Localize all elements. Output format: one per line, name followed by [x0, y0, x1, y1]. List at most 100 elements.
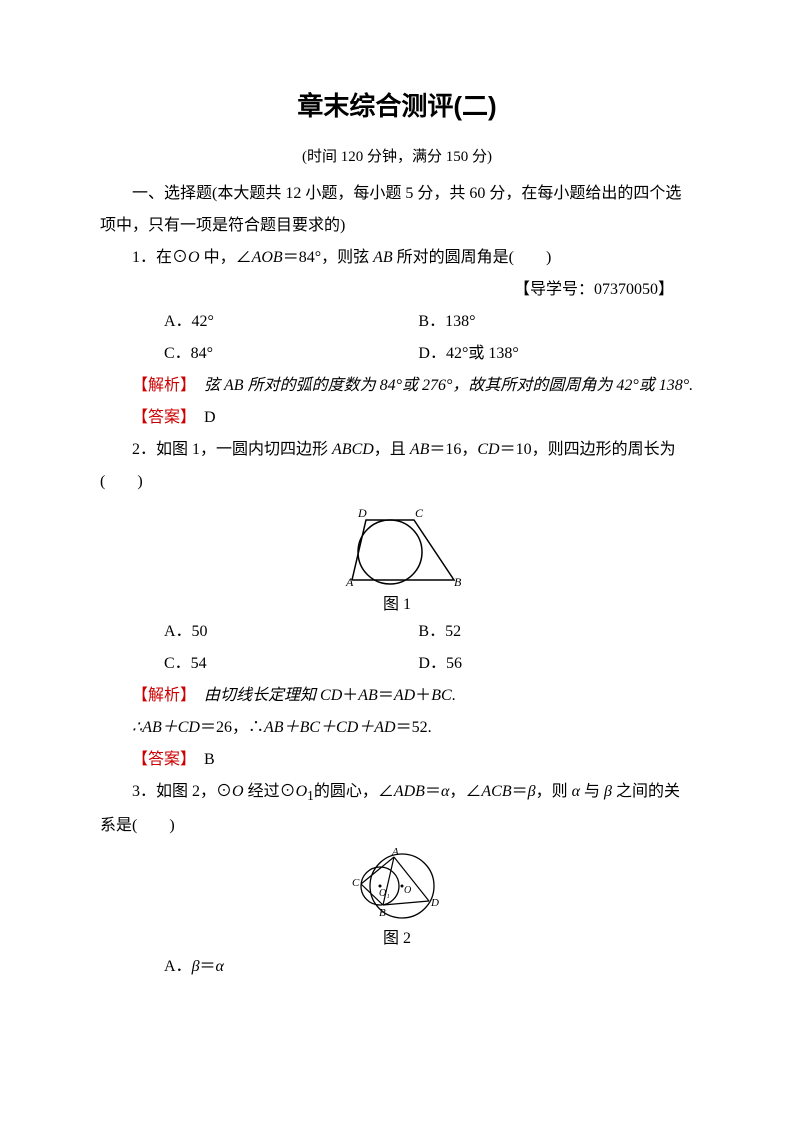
- var-BC: BC: [300, 719, 320, 736]
- label-O1: O₁: [379, 888, 390, 899]
- label-A: A: [391, 846, 399, 858]
- option-B: B．138°: [418, 306, 672, 338]
- var-AB: AB: [373, 249, 393, 266]
- var-AB: AB: [264, 719, 284, 736]
- q1-answer: 【答案】 D: [100, 402, 694, 434]
- option-C: C．84°: [164, 338, 418, 370]
- text: ＝: [378, 687, 394, 704]
- var-ADB: ADB: [394, 783, 425, 800]
- var-AD: AD: [394, 687, 415, 704]
- var-AD: AD: [374, 719, 395, 736]
- answer-value: D: [188, 409, 216, 426]
- option-A: A．β＝α: [164, 951, 418, 983]
- figure-1-caption: 图 1: [383, 594, 411, 616]
- var-AB: AB: [224, 377, 244, 394]
- q2-stem: 2．如图 1，一圆内切四边形 ABCD，且 AB＝16，CD＝10，则四边形的周…: [100, 434, 694, 498]
- label-D: D: [430, 897, 439, 909]
- text: ∴: [132, 719, 142, 736]
- var-ACB: ACB: [481, 783, 511, 800]
- analysis-label: 【解析】: [132, 377, 188, 394]
- text: ＋: [415, 687, 431, 704]
- text: ＋: [358, 719, 374, 736]
- text: .: [452, 687, 456, 704]
- option-D: D．56: [418, 648, 672, 680]
- figure-2: A B C D O₁ O 图 2: [100, 846, 694, 950]
- text: ＋: [342, 687, 358, 704]
- answer-value: B: [188, 751, 215, 768]
- label-C: C: [352, 877, 360, 889]
- option-C: C．54: [164, 648, 418, 680]
- text: ＝16，: [429, 441, 477, 458]
- answer-label: 【答案】: [132, 751, 188, 768]
- text: ，∠: [449, 783, 481, 800]
- var-AB: AB: [410, 441, 430, 458]
- analysis-label: 【解析】: [132, 687, 188, 704]
- var-O1: O: [296, 783, 308, 800]
- q2-options: A．50 B．52 C．54 D．56: [100, 616, 694, 680]
- figure-2-svg: A B C D O₁ O: [332, 846, 462, 926]
- var-CD: CD: [477, 441, 499, 458]
- q2-analysis: 【解析】 由切线长定理知 CD＋AB＝AD＋BC.: [100, 680, 694, 712]
- q2-answer: 【答案】 B: [100, 744, 694, 776]
- q1-ref: 【导学号：07370050】: [100, 274, 694, 306]
- page-title: 章末综合测评(二): [100, 80, 694, 132]
- var-CD: CD: [320, 687, 342, 704]
- var-O: O: [232, 783, 244, 800]
- option-B: B．52: [418, 616, 672, 648]
- q1-stem: 1．在⊙O 中，∠AOB＝84°，则弦 AB 所对的圆周角是( ): [100, 242, 694, 274]
- text: 的圆心，∠: [314, 783, 394, 800]
- var-AB: AB: [358, 687, 378, 704]
- var-ABCD: ABCD: [332, 441, 374, 458]
- option-A: A．42°: [164, 306, 418, 338]
- sub-1: 1: [307, 789, 314, 804]
- text: ＝: [200, 958, 216, 975]
- q2-analysis-line2: ∴AB＋CD＝26，∴AB＋BC＋CD＋AD＝52.: [100, 712, 694, 744]
- var-alpha: α: [572, 783, 580, 800]
- q3-stem: 3．如图 2，⊙O 经过⊙O1的圆心，∠ADB＝α，∠ACB＝β，则 α 与 β…: [100, 776, 694, 842]
- page-subtitle: (时间 120 分钟，满分 150 分): [100, 142, 694, 172]
- text: ＝26，∴: [200, 719, 264, 736]
- var-beta: β: [192, 958, 200, 975]
- figure-2-caption: 图 2: [383, 928, 411, 950]
- text: ＋: [284, 719, 300, 736]
- text: ＝: [425, 783, 441, 800]
- figure-1: A B C D 图 1: [100, 502, 694, 616]
- text: ，且: [374, 441, 410, 458]
- answer-label: 【答案】: [132, 409, 188, 426]
- var-CD: CD: [336, 719, 358, 736]
- var-BC: BC: [431, 687, 451, 704]
- text: ，则: [536, 783, 572, 800]
- text: 经过⊙: [244, 783, 296, 800]
- text: 中，∠: [200, 249, 252, 266]
- option-D: D．42°或 138°: [418, 338, 672, 370]
- label-D: D: [357, 506, 367, 520]
- q3-options: A．β＝α: [100, 951, 694, 983]
- label-B: B: [454, 575, 462, 589]
- text: 弦: [188, 377, 224, 394]
- var-beta: β: [528, 783, 536, 800]
- text: 3．如图 2，⊙: [132, 783, 232, 800]
- text: 2．如图 1，一圆内切四边形: [132, 441, 332, 458]
- text: 所对的圆周角是( ): [393, 249, 552, 266]
- var-O: O: [188, 249, 200, 266]
- var-AOB: AOB: [252, 249, 283, 266]
- text: 1．在⊙: [132, 249, 188, 266]
- option-A: A．50: [164, 616, 418, 648]
- q1-analysis: 【解析】 弦 AB 所对的弧的度数为 84°或 276°，故其所对的圆周角为 4…: [100, 370, 694, 402]
- text: 与: [580, 783, 604, 800]
- q1-options: A．42° B．138° C．84° D．42°或 138°: [100, 306, 694, 370]
- text: ＝: [512, 783, 528, 800]
- var-AB: AB: [142, 719, 162, 736]
- text: 所对的弧的度数为 84°或 276°，故其所对的圆周角为 42°或 138°.: [244, 377, 694, 394]
- figure-1-svg: A B C D: [332, 502, 462, 592]
- label-B: B: [379, 907, 386, 919]
- label-C: C: [415, 506, 424, 520]
- var-beta: β: [604, 783, 612, 800]
- label-A: A: [345, 575, 354, 589]
- text: ＝52.: [396, 719, 432, 736]
- label-O: O: [404, 885, 411, 896]
- text: 由切线长定理知: [188, 687, 320, 704]
- var-alpha: α: [216, 958, 224, 975]
- text: ＋: [320, 719, 336, 736]
- text: ＝84°，则弦: [283, 249, 373, 266]
